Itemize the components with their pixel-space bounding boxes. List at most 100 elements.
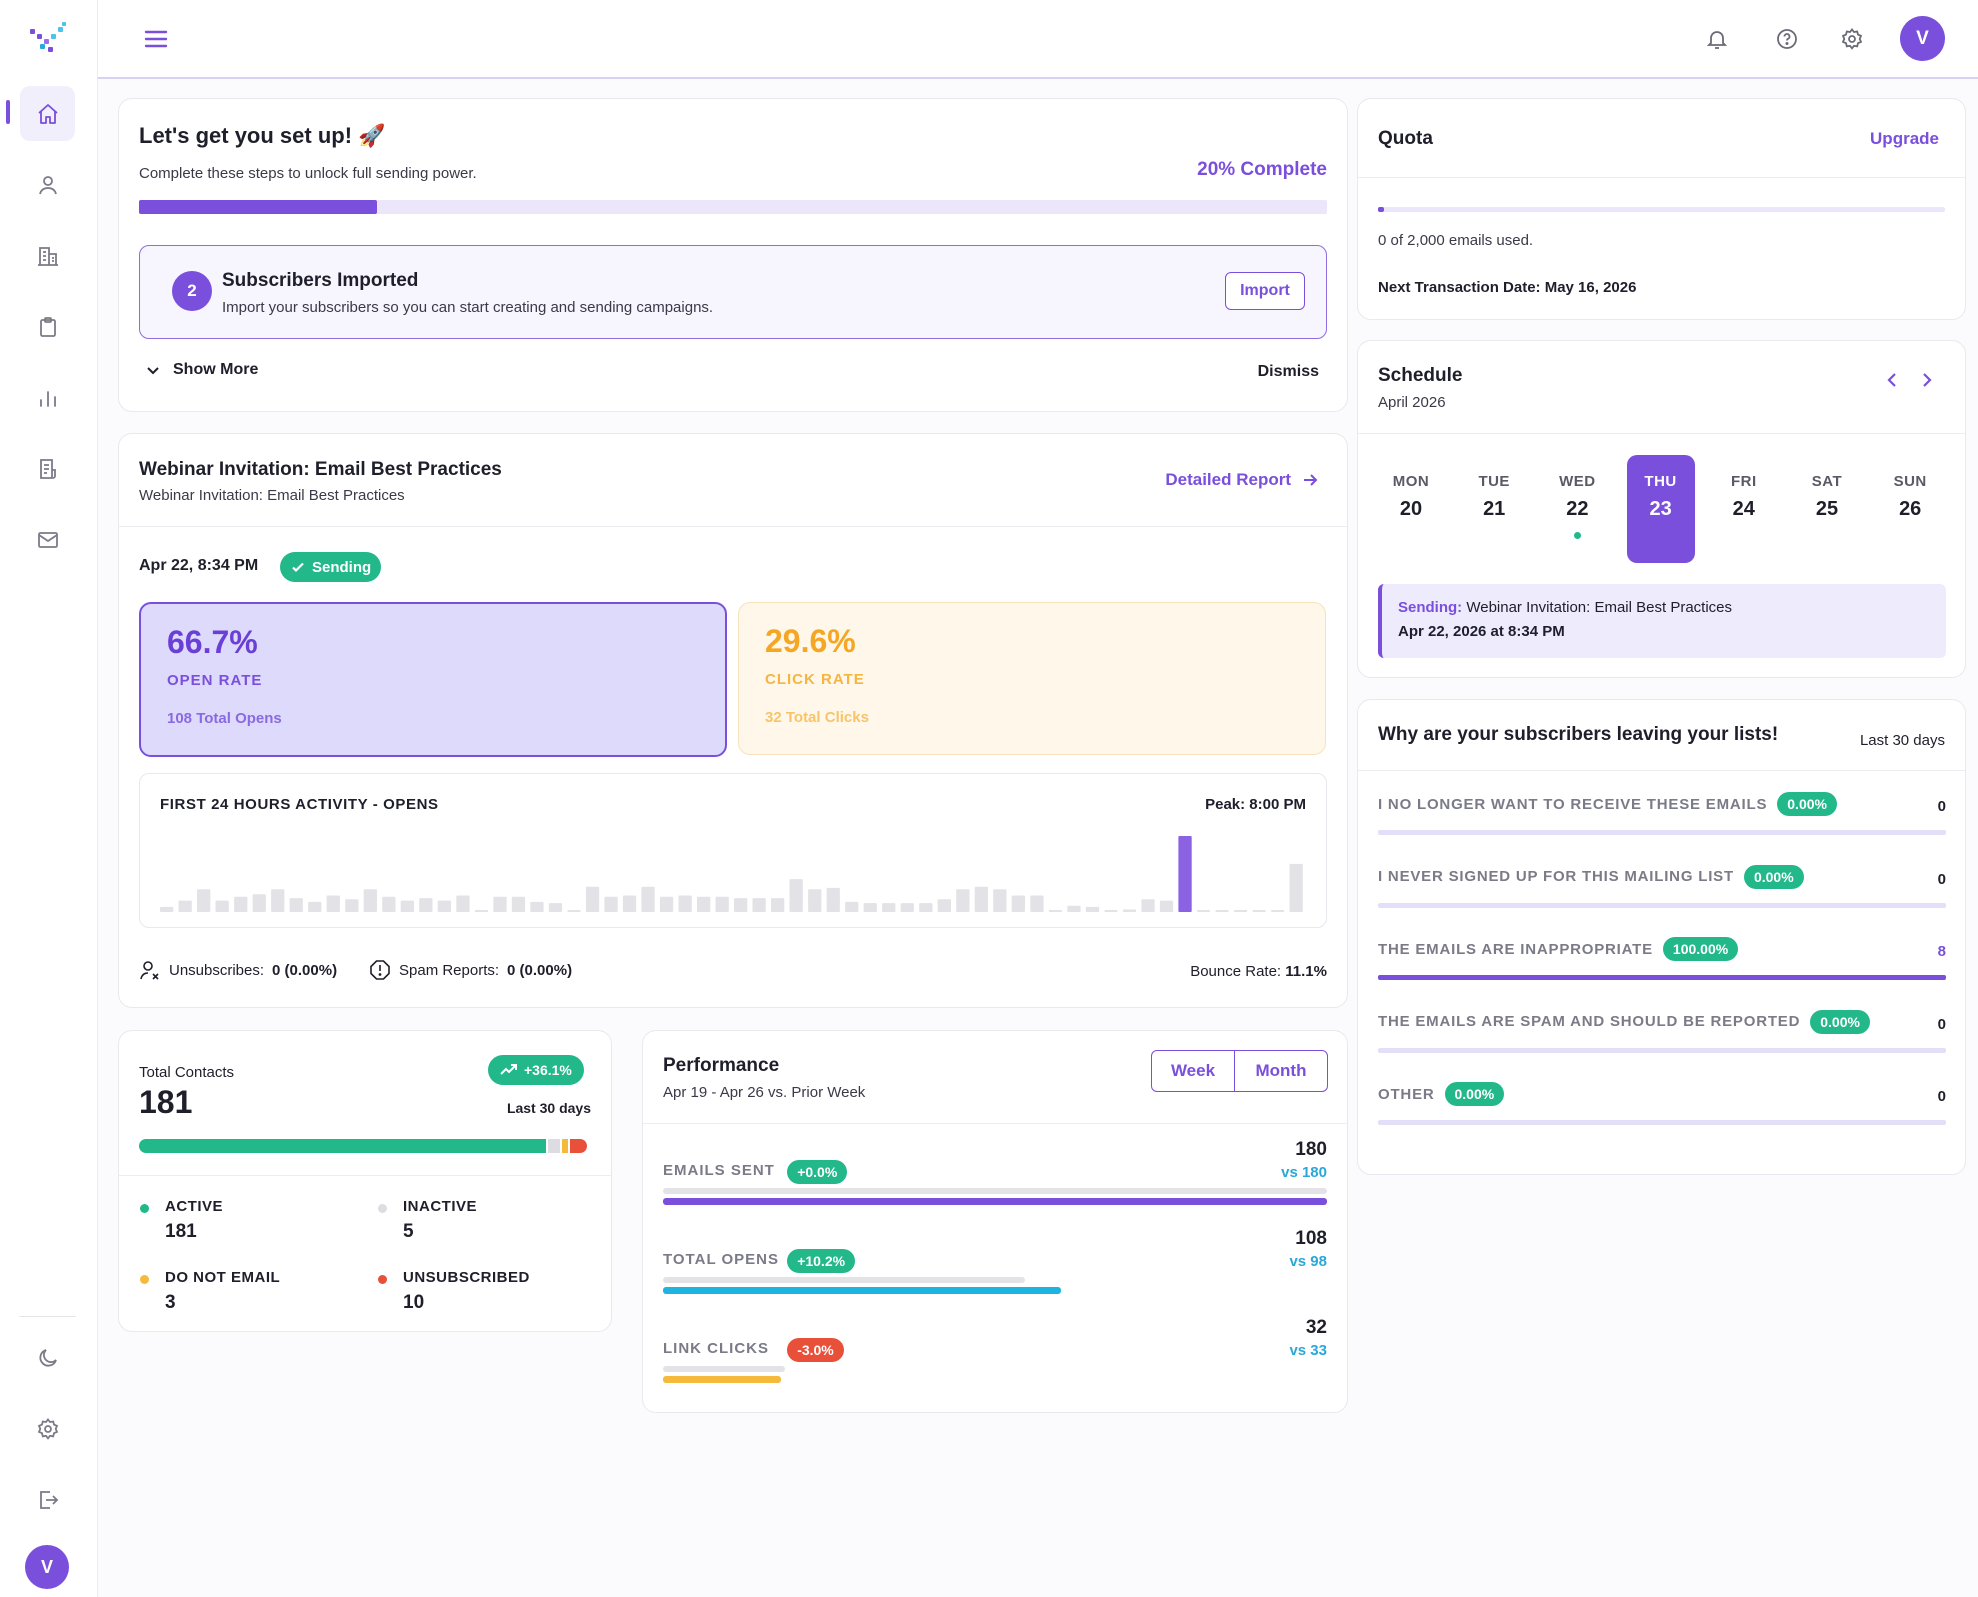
activity-bar (437, 900, 451, 912)
unsubscribes-stat: Unsubscribes: 0 (0.00%) (139, 959, 337, 981)
performance-range: Apr 19 - Apr 26 vs. Prior Week (663, 1084, 866, 1101)
step-number-badge: 2 (172, 271, 212, 311)
sidebar-item-companies[interactable] (20, 228, 75, 283)
sidebar-item-forms[interactable] (20, 441, 75, 496)
sidebar-item-contacts[interactable] (20, 157, 75, 212)
activity-bar (974, 886, 988, 912)
schedule-day[interactable]: FRI 24 (1710, 455, 1778, 563)
activity-bar (493, 896, 507, 912)
schedule-day-name: MON (1392, 473, 1430, 490)
sidebar: V (0, 0, 98, 1597)
activity-bar (197, 889, 211, 912)
activity-bar (641, 886, 655, 912)
event-line: Sending: Webinar Invitation: Email Best … (1398, 599, 1732, 616)
avatar-initial: V (1916, 27, 1929, 49)
unsubscribes-label: Unsubscribes: (169, 961, 265, 979)
reason-bar-track (1378, 1120, 1946, 1125)
do-not-email-label: DO NOT EMAIL (165, 1269, 281, 1286)
activity-peak: Peak: 8:00 PM (1205, 796, 1306, 813)
divider (119, 1175, 611, 1176)
setup-progress-track (139, 200, 1327, 214)
user-avatar[interactable]: V (1900, 16, 1945, 61)
activity-bar (993, 889, 1007, 912)
activity-bar (715, 896, 729, 912)
activity-bar (659, 896, 674, 912)
performance-row: LINK CLICKS -3.0% 32 vs 33 (663, 1317, 1327, 1399)
sidebar-item-campaigns[interactable] (20, 512, 75, 567)
activity-bar (308, 901, 322, 912)
upgrade-link[interactable]: Upgrade (1870, 129, 1939, 148)
activity-bar (1122, 909, 1137, 912)
unsubscribe-reasons-period: Last 30 days (1859, 732, 1945, 749)
sidebar-item-home[interactable] (20, 86, 75, 141)
menu-toggle-button[interactable] (142, 26, 170, 52)
activity-bar (1141, 899, 1155, 912)
detailed-report-link[interactable]: Detailed Report (1165, 470, 1319, 490)
activity-bar (585, 886, 600, 912)
status-badge: Sending (280, 552, 382, 582)
activity-bar (400, 900, 414, 912)
sidebar-item-reports[interactable] (20, 370, 75, 425)
status-label: Sending (312, 558, 372, 576)
performance-vs: vs 98 (1289, 1253, 1327, 1270)
step-number: 2 (187, 281, 197, 300)
reason-row: I NEVER SIGNED UP FOR THIS MAILING LIST 0… (1378, 864, 1946, 925)
open-rate-card[interactable]: 66.7% OPEN RATE 108 Total Opens (139, 602, 727, 757)
reason-percent-badge: 0.00% (1777, 792, 1837, 816)
reason-percent-badge: 0.00% (1810, 1009, 1870, 1034)
activity-bar (1011, 895, 1025, 912)
activity-bar (1104, 910, 1118, 912)
performance-metric-label: TOTAL OPENS (663, 1251, 780, 1268)
event-status: Sending: (1398, 599, 1463, 616)
performance-prior-bar (663, 1366, 785, 1372)
schedule-day[interactable]: WED 22 (1543, 455, 1611, 563)
activity-bar (567, 910, 581, 912)
help-button[interactable] (1772, 24, 1802, 54)
activity-bar (863, 903, 877, 912)
schedule-day[interactable]: TUE 21 (1460, 455, 1528, 563)
contacts-period: Last 30 days (506, 1100, 591, 1116)
schedule-day[interactable]: SAT 25 (1793, 455, 1861, 563)
performance-current-bar (663, 1376, 782, 1383)
activity-bar (1085, 906, 1100, 912)
import-button[interactable]: Import (1225, 272, 1305, 310)
divider (1358, 177, 1965, 178)
setup-step-card: 2 Subscribers Imported Import your subsc… (139, 245, 1327, 339)
trending-up-icon (500, 1063, 518, 1077)
prev-week-button[interactable] (1883, 370, 1903, 390)
activity-title: FIRST 24 HOURS ACTIVITY - OPENS (160, 796, 439, 813)
document-icon (36, 457, 60, 481)
activity-bar (1289, 863, 1303, 912)
quota-card: Quota Upgrade 0 of 2,000 emails used. Ne… (1357, 98, 1966, 320)
performance-change-badge: +10.2% (787, 1249, 856, 1273)
sidebar-avatar[interactable]: V (25, 1545, 69, 1589)
notifications-button[interactable] (1702, 24, 1732, 54)
sidebar-item-settings[interactable] (20, 1401, 75, 1456)
app-logo[interactable] (28, 20, 68, 56)
sidebar-item-clipboard[interactable] (20, 299, 75, 354)
schedule-day[interactable]: SUN 26 (1876, 455, 1944, 563)
performance-value: 32 (1305, 1317, 1327, 1338)
contacts-distribution-bar (139, 1139, 587, 1153)
unsubscribe-reasons-card: Why are your subscribers leaving your li… (1357, 699, 1966, 1175)
moon-icon (36, 1346, 60, 1370)
divider (1358, 433, 1965, 434)
unsubscribed-dot (378, 1275, 387, 1284)
click-rate-card[interactable]: 29.6% CLICK RATE 32 Total Clicks (738, 602, 1326, 755)
next-week-button[interactable] (1916, 370, 1936, 390)
schedule-day[interactable]: MON 20 (1377, 455, 1445, 563)
dismiss-button[interactable]: Dismiss (1257, 363, 1319, 380)
show-more-toggle[interactable]: Show More (145, 361, 258, 379)
week-toggle-button[interactable]: Week (1152, 1051, 1235, 1091)
settings-button[interactable] (1837, 24, 1867, 54)
schedule-event[interactable]: Sending: Webinar Invitation: Email Best … (1378, 584, 1946, 658)
schedule-day[interactable]: THU 23 (1626, 455, 1695, 563)
activity-bars (160, 836, 1303, 912)
activity-bar (419, 898, 433, 912)
month-toggle-button[interactable]: Month (1255, 1061, 1307, 1080)
sidebar-item-theme[interactable] (20, 1330, 75, 1385)
bounce-value: 11.1% (1285, 963, 1327, 980)
reason-label: OTHER (1378, 1085, 1435, 1103)
quota-progress-fill (1378, 207, 1384, 212)
sidebar-item-logout[interactable] (20, 1472, 75, 1527)
